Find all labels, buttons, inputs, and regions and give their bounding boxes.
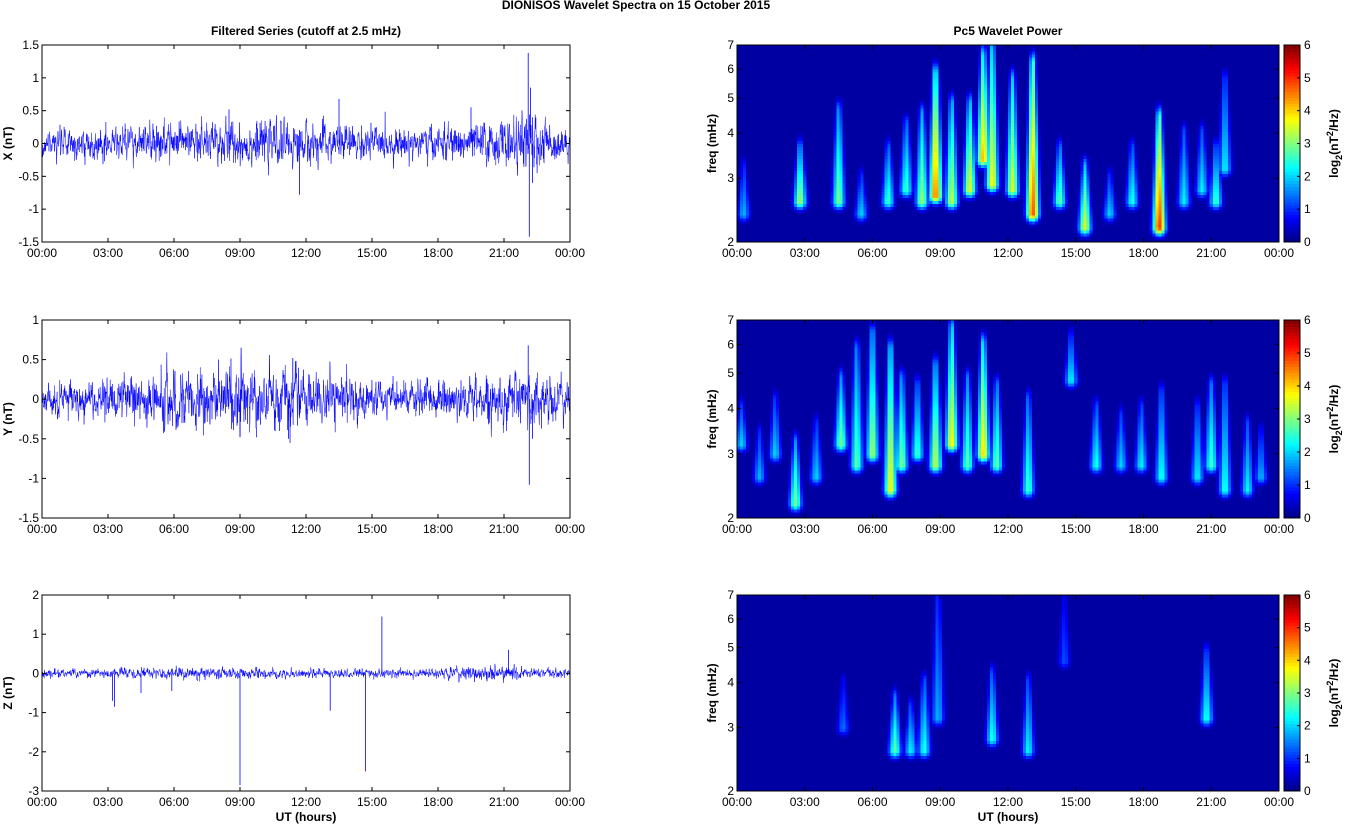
y-tick-label: 0 <box>32 392 39 406</box>
y-tick-label: -1 <box>28 202 39 216</box>
x-wavelet-panel: 2 3 4 5 6 7 00:00 03:00 06:00 09:00 12:00 15:00 18:0… <box>705 24 1344 260</box>
x-tick-label: 06:00 <box>857 246 887 260</box>
y-axis-label: Z (nT) <box>1 676 15 709</box>
x-tick-label: 00:00 <box>27 522 57 536</box>
colorbar-tick-label: 4 <box>1304 104 1311 118</box>
colorbar-label-log: log <box>1327 160 1341 178</box>
panel-title: Pc5 Wavelet Power <box>954 24 1063 38</box>
x-tick-label: 12:00 <box>993 246 1023 260</box>
x-tick-label: 15:00 <box>357 246 387 260</box>
figure-title: DIONISOS Wavelet Spectra on 15 October 2… <box>502 0 771 12</box>
x-tick-label: 03:00 <box>93 795 123 809</box>
x-tick-label: 21:00 <box>489 795 519 809</box>
x-tick-label: 06:00 <box>159 522 189 536</box>
panel-title: Filtered Series (cutoff at 2.5 mHz) <box>211 24 401 38</box>
x-tick-label: 00:00 <box>1264 246 1294 260</box>
y-tick-label: 4 <box>727 126 734 140</box>
colorbar-tick-label: 6 <box>1304 38 1311 52</box>
y-tick-label: 0.5 <box>22 104 39 118</box>
x-tick-label: 18:00 <box>1128 246 1158 260</box>
y-tick-label: 0 <box>32 666 39 680</box>
y-tick-label: -2 <box>28 745 39 759</box>
x-tick-label: 21:00 <box>489 246 519 260</box>
y-tick-label: 3 <box>727 171 734 185</box>
x-tick-label: 00:00 <box>27 246 57 260</box>
x-tick-label: 09:00 <box>225 246 255 260</box>
y-axis-label: X (nT) <box>1 127 15 161</box>
x-tick-label: 00:00 <box>722 246 752 260</box>
x-tick-label: 12:00 <box>291 246 321 260</box>
x-tick-label: 09:00 <box>225 795 255 809</box>
x-tick-label: 09:00 <box>925 246 955 260</box>
colorbar-tick-label: 2 <box>1304 169 1311 183</box>
y-tick-label: -0.5 <box>18 432 39 446</box>
x-tick-label: 03:00 <box>93 522 123 536</box>
y-tick-label: 5 <box>727 91 734 105</box>
y-tick-label: 1 <box>32 627 39 641</box>
colorbar-label: log2(nT2/Hz) <box>1325 109 1344 178</box>
x-tick-label: 18:00 <box>423 795 453 809</box>
plot-area <box>42 45 570 242</box>
y-tick-label: 1 <box>32 71 39 85</box>
colorbar-label-unit: (nT <box>1327 136 1341 155</box>
colorbar-tick-label: 1 <box>1304 202 1311 216</box>
y-axis-label: freq (mHz) <box>705 114 719 173</box>
y-tick-label: 0 <box>32 137 39 151</box>
x-tick-label: 03:00 <box>93 246 123 260</box>
x-tick-label: 15:00 <box>357 795 387 809</box>
y-tick-label: -0.5 <box>18 169 39 183</box>
x-tick-label: 06:00 <box>159 795 189 809</box>
colorbar-tick-label: 5 <box>1304 71 1311 85</box>
heatmap-cells <box>737 320 1280 519</box>
x-tick-label: 18:00 <box>423 522 453 536</box>
y-tick-label: 1 <box>32 313 39 327</box>
x-tick-label: 00:00 <box>555 246 585 260</box>
heatmap-cell <box>737 45 978 49</box>
colorbar-label-unit-end: /Hz) <box>1327 109 1341 131</box>
heatmap-cell <box>996 45 1030 49</box>
x-tick-label: 12:00 <box>291 795 321 809</box>
colorbar-swatch <box>1284 45 1300 49</box>
x-tick-label: 12:00 <box>291 522 321 536</box>
colorbar-tick-label: 3 <box>1304 137 1311 151</box>
y-tick-label: -1 <box>28 706 39 720</box>
y-tick-label: -1 <box>28 471 39 485</box>
y-tick-label: 0.5 <box>22 353 39 367</box>
heatmap-cells <box>737 45 1280 243</box>
x-axis-label: UT (hours) <box>276 810 337 824</box>
y-tick-label: 7 <box>727 38 734 52</box>
y-tick-label: 6 <box>727 62 734 76</box>
x-tick-label: 03:00 <box>790 246 820 260</box>
heatmap-cell <box>1035 45 1280 49</box>
x-tick-label: 09:00 <box>225 522 255 536</box>
x-tick-label: 06:00 <box>159 246 189 260</box>
x-tick-label: 21:00 <box>489 522 519 536</box>
x-tick-label: 00:00 <box>27 795 57 809</box>
y-axis-label: Y (nT) <box>1 402 15 436</box>
colorbar-tick-label: 0 <box>1304 235 1311 249</box>
y-tick-label: 1.5 <box>22 38 39 52</box>
x-tick-label: 00:00 <box>555 522 585 536</box>
plot-area <box>42 595 570 791</box>
x-tick-label: 15:00 <box>1061 246 1091 260</box>
x-tick-label: 21:00 <box>1196 246 1226 260</box>
x-tick-label: 18:00 <box>423 246 453 260</box>
x-tick-label: 00:00 <box>555 795 585 809</box>
x-tick-label: 15:00 <box>357 522 387 536</box>
y-tick-label: 2 <box>32 588 39 602</box>
